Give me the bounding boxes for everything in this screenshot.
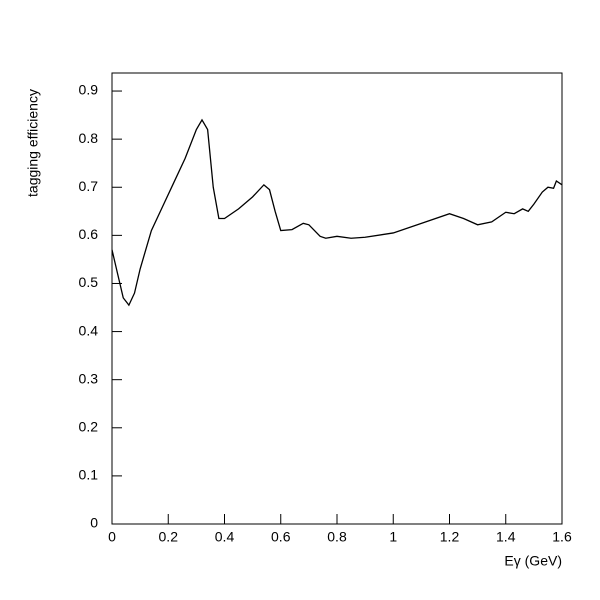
y-tick-label: 0.8 — [79, 130, 99, 146]
y-tick-label: 0.1 — [79, 467, 99, 483]
y-tick-label: 0.2 — [79, 418, 99, 434]
y-tick-label: 0 — [90, 515, 98, 531]
x-tick-label: 0.8 — [327, 529, 347, 545]
x-tick-label: 0.4 — [215, 529, 235, 545]
x-tick-label: 1.4 — [496, 529, 516, 545]
y-tick-label: 0.7 — [79, 178, 99, 194]
y-tick-label: 0.4 — [79, 322, 99, 338]
y-axis-label: tagging efficiency — [25, 89, 41, 197]
x-tick-label: 1 — [389, 529, 397, 545]
x-tick-label: 0 — [108, 529, 116, 545]
y-tick-label: 0.9 — [79, 82, 99, 98]
plot-frame — [111, 72, 563, 525]
x-tick-label: 0.2 — [159, 529, 179, 545]
y-tick-label: 0.3 — [79, 370, 99, 386]
x-tick-label: 1.6 — [552, 529, 572, 545]
y-tick-label: 0.5 — [79, 274, 99, 290]
x-tick-label: 1.2 — [440, 529, 460, 545]
y-tick-label: 0.6 — [79, 226, 99, 242]
data-line — [111, 118, 563, 307]
x-tick-label: 0.6 — [271, 529, 291, 545]
x-axis-label: Eγ (GeV) — [504, 553, 562, 569]
